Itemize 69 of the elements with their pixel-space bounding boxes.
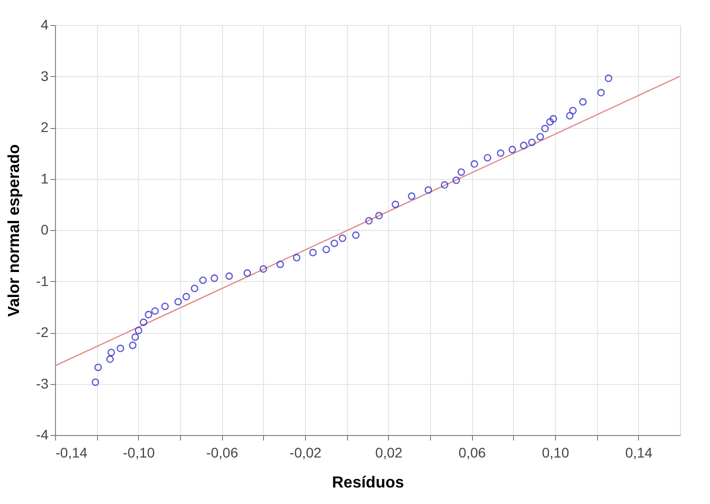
point: [440, 181, 448, 189]
y-tick-label: -3: [36, 375, 49, 392]
y-tick-label: 1: [40, 170, 49, 186]
point: [496, 149, 504, 157]
x-tick-label: -0,06: [206, 444, 238, 460]
x-tick-label: 0,02: [375, 444, 403, 460]
point: [392, 200, 400, 208]
point: [134, 326, 142, 334]
point: [94, 364, 102, 372]
point: [550, 115, 558, 123]
point: [161, 302, 169, 310]
y-tick-label: -2: [36, 324, 49, 340]
point: [536, 132, 544, 140]
point: [225, 272, 233, 280]
x-axis-title: Resíduos: [332, 474, 404, 492]
point: [541, 124, 549, 132]
point: [128, 342, 136, 350]
x-tick-label: 0,10: [542, 444, 570, 460]
point: [107, 348, 116, 356]
point: [151, 307, 159, 315]
point: [338, 234, 346, 242]
point: [597, 88, 605, 96]
point: [199, 276, 207, 284]
x-tick-label: 0,06: [458, 444, 486, 460]
point: [260, 265, 268, 273]
y-tick-label: 4: [40, 16, 49, 32]
point: [546, 118, 554, 126]
point: [190, 284, 198, 292]
point: [579, 98, 587, 106]
x-tick-label: -0,14: [56, 444, 88, 460]
y-tick-label: 2: [40, 119, 49, 135]
point: [604, 74, 612, 82]
point: [276, 260, 284, 268]
point: [144, 310, 152, 318]
point: [452, 176, 460, 184]
point: [484, 154, 492, 162]
point: [508, 146, 516, 154]
point: [116, 344, 124, 352]
y-tick-label: -1: [36, 272, 49, 289]
point: [457, 168, 466, 176]
x-tick-label: 0,14: [625, 444, 653, 460]
point: [174, 298, 182, 306]
point: [424, 186, 432, 194]
point: [131, 333, 139, 341]
point: [528, 138, 536, 146]
point: [292, 254, 300, 262]
point: [182, 292, 190, 300]
point: [309, 248, 317, 256]
x-tick-label: -0,02: [290, 444, 322, 460]
point: [140, 318, 148, 326]
point: [322, 246, 330, 254]
point: [365, 217, 373, 225]
y-tick-label: 0: [40, 222, 49, 238]
point: [106, 355, 114, 363]
point: [470, 160, 478, 168]
y-axis-title: Valor normal esperado: [6, 144, 24, 317]
point: [210, 274, 218, 282]
y-tick-label: 3: [40, 68, 49, 84]
point: [352, 231, 360, 239]
point: [375, 212, 383, 220]
y-tick-label: -4: [36, 426, 49, 442]
point: [566, 112, 574, 120]
point: [408, 192, 416, 200]
point: [244, 269, 252, 277]
x-tick-label: -0,10: [122, 444, 155, 460]
point: [330, 240, 338, 248]
point: [92, 378, 100, 386]
point: [569, 106, 577, 114]
point: [520, 142, 528, 150]
